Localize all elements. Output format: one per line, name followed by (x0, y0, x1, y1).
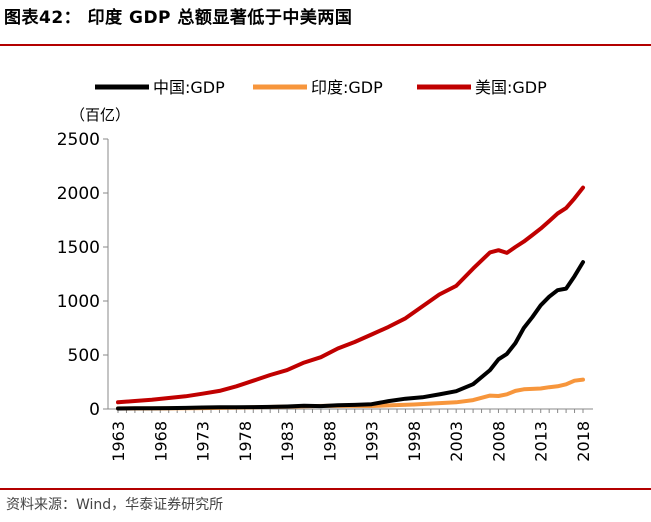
x-tick-label: 1998 (405, 421, 424, 462)
x-tick-label: 1983 (278, 421, 297, 462)
x-tick-label: 1993 (363, 421, 382, 462)
x-tick-label: 1978 (236, 421, 255, 462)
y-tick-label: 2500 (57, 130, 100, 150)
y-tick-label: 0 (89, 400, 100, 420)
figure-title: 图表42： 印度 GDP 总额显著低于中美两国 (4, 8, 353, 28)
series-line (116, 185, 585, 405)
x-tick-label: 2018 (574, 421, 593, 462)
y-tick-label: 1000 (57, 292, 100, 312)
x-tick-label: 2008 (489, 421, 508, 462)
chart: （百亿） 0 500 1000 1500 2000 2500 1963 1968 1973 1978… (57, 78, 593, 462)
source-note: 资料来源：Wind，华泰证券研究所 (6, 497, 224, 513)
x-tick-label: 1963 (109, 421, 128, 462)
bottom-rule (0, 488, 651, 490)
legend-label: 中国:GDP (153, 78, 225, 97)
series-line (116, 260, 585, 411)
x-tick-label: 1973 (194, 421, 213, 462)
x-tick-label: 1968 (151, 421, 170, 462)
x-tick-label: 2013 (532, 421, 551, 462)
x-tick-label: 1988 (320, 421, 339, 462)
x-tick-label: 2003 (447, 421, 466, 462)
legend-label: 美国:GDP (475, 78, 547, 97)
y-tick-label: 1500 (57, 238, 100, 258)
y-tick-label: 2000 (57, 184, 100, 204)
legend-label: 印度:GDP (311, 78, 383, 97)
top-rule (0, 44, 651, 46)
y-tick-label: 500 (68, 346, 100, 366)
y-axis-label: （百亿） (70, 106, 130, 124)
